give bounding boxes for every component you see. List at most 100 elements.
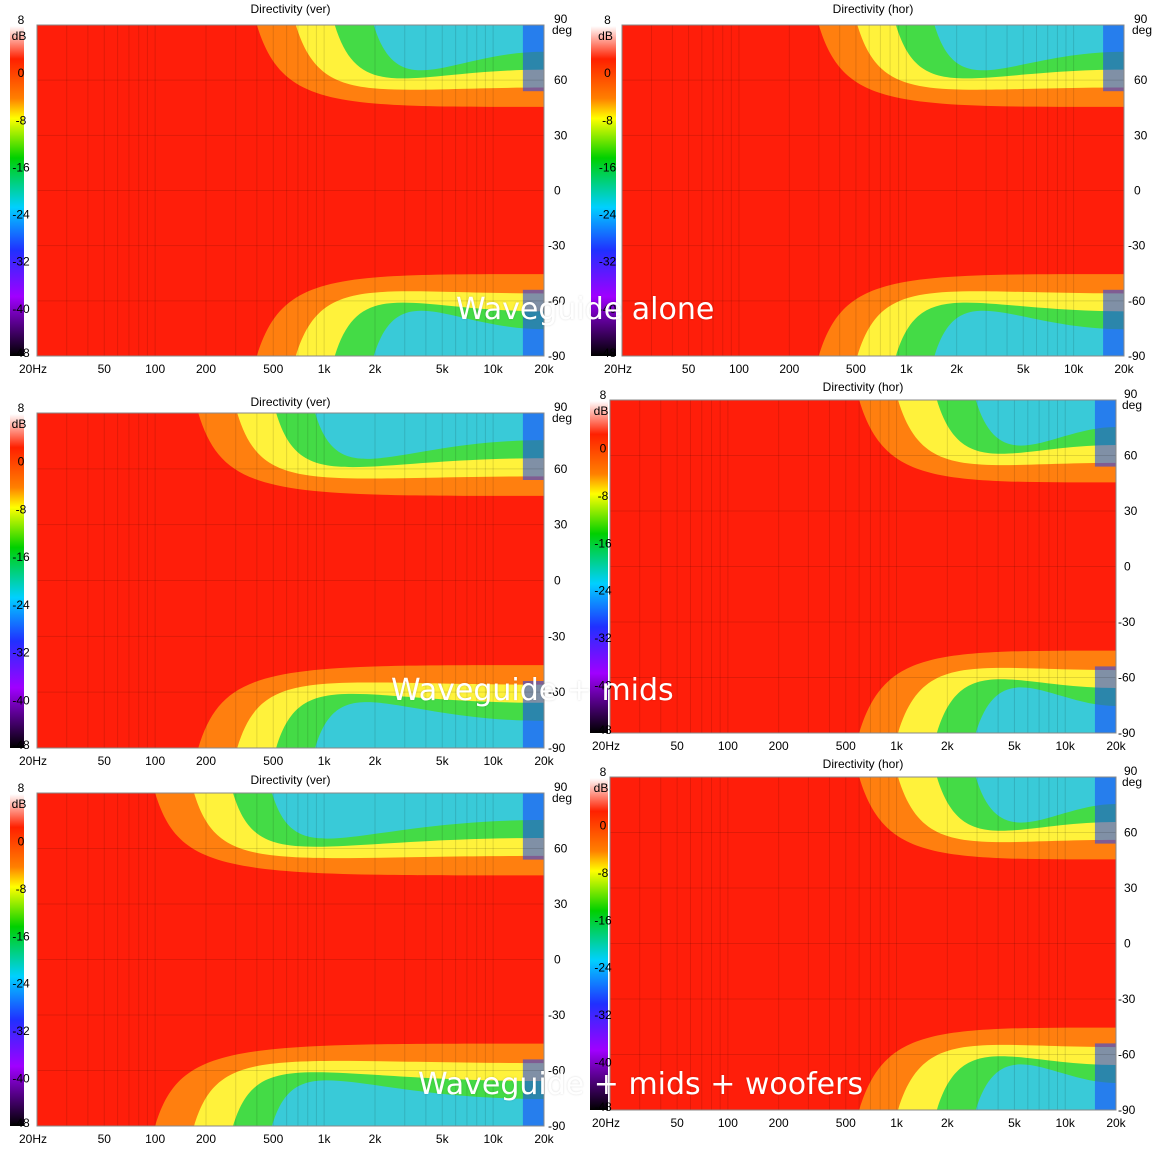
x-tick-label: 5k [1008,1116,1022,1130]
y-unit-label: deg [552,791,572,805]
y-unit-label: deg [1132,23,1152,37]
x-tick-label: 50 [98,754,112,768]
directivity-band [934,25,1124,71]
colorbar [10,414,24,748]
x-tick-label: 5k [436,1132,450,1146]
x-tick-label: 2k [941,739,955,753]
y-tick-label: -90 [548,349,566,363]
directivity-panel-3: Directivity (ver) 20Hz 50 100 200 500 1k 2k 5k 10… [10,395,572,768]
x-tick-label: 2k [941,1116,955,1130]
y-tick-label: 90 [1134,12,1148,26]
x-tick-label: 50 [670,739,684,753]
x-tick-label: 20Hz [19,754,47,768]
y-tick-label: 90 [554,400,568,414]
x-tick-label: 100 [145,362,165,376]
y-tick-label: 0 [554,953,561,967]
colorbar-tick-label: -48 [594,723,612,737]
y-tick-label: 30 [554,897,568,911]
colorbar-tick-label: -32 [12,255,30,269]
plot-frame [36,792,545,1127]
x-tick-label: 20k [1106,1116,1126,1130]
colorbar-tick-label: -16 [594,536,612,550]
x-tick-label: 200 [196,1132,216,1146]
directivity-band [975,1064,1116,1110]
y-tick-label: 60 [1124,449,1138,463]
main-lobe [956,157,1124,224]
colorbar-tick-label: -24 [12,977,30,991]
y-tick-label: -30 [1118,992,1136,1006]
y-tick-label: 90 [554,780,568,794]
x-tick-label: 100 [718,739,738,753]
main-lobe [375,547,544,614]
x-tick-label: 5k [436,362,450,376]
x-tick-label: 20Hz [604,362,632,376]
y-tick-label: 0 [554,574,561,588]
chart-title: Directivity (hor) [823,757,904,771]
y-tick-label: 60 [554,462,568,476]
chart-title: Directivity (ver) [251,395,331,409]
x-tick-label: 10k [483,362,503,376]
x-tick-label: 10k [483,754,503,768]
x-tick-label: 50 [682,362,696,376]
colorbar-tick-label: 8 [600,388,607,402]
colorbar-unit-label: dB [12,417,27,431]
y-tick-label: -90 [1118,726,1136,740]
hf-edge-bottom [522,681,544,748]
colorbar-tick-label: -32 [599,255,617,269]
y-tick-label: 30 [1124,504,1138,518]
colorbar-tick-label: -40 [594,679,612,693]
directivity-band [975,687,1116,733]
hf-edge-top [1103,25,1124,92]
y-unit-label: deg [1122,775,1142,789]
x-tick-label: 2k [369,362,383,376]
y-tick-label: 30 [554,128,568,142]
y-unit-label: deg [552,23,572,37]
x-tick-label: 200 [196,754,216,768]
y-tick-label: 60 [554,73,568,87]
colorbar-tick-label: -8 [602,113,613,127]
x-tick-label: 500 [836,739,856,753]
colorbar-tick-label: -48 [599,346,617,360]
y-tick-label: 0 [1134,184,1141,198]
x-tick-label: 500 [836,1116,856,1130]
x-tick-label: 100 [729,362,749,376]
x-tick-label: 20k [534,362,554,376]
directivity-band [315,413,544,459]
x-tick-label: 5k [436,754,450,768]
main-lobe [375,157,544,224]
directivity-band [975,400,1116,446]
x-tick-label: 100 [718,1116,738,1130]
colorbar-tick-label: 8 [604,13,611,27]
colorbar-tick-label: -24 [594,584,612,598]
x-tick-label: 50 [670,1116,684,1130]
hf-edge-top [1094,400,1116,467]
colorbar-tick-label: -48 [12,346,30,360]
directivity-band [975,777,1116,823]
y-tick-label: -60 [548,1064,566,1078]
y-tick-label: 30 [1124,881,1138,895]
hf-edge-bottom [522,1059,544,1126]
x-tick-label: 2k [369,754,383,768]
colorbar-unit-label: dB [594,781,609,795]
x-tick-label: 200 [779,362,799,376]
colorbar-tick-label: -24 [12,208,30,222]
colorbar-tick-label: -8 [16,113,27,127]
y-tick-label: -30 [1128,239,1146,253]
colorbar-tick-label: 0 [604,66,611,80]
colorbar-tick-label: -32 [12,1024,30,1038]
y-tick-label: 90 [1124,764,1138,778]
y-tick-label: -90 [1118,1103,1136,1117]
colorbar-tick-label: -8 [16,502,27,516]
plot-frame [609,776,1117,1111]
y-unit-label: deg [1122,398,1142,412]
y-tick-label: -30 [548,239,566,253]
y-tick-label: 60 [1124,826,1138,840]
hf-edge-bottom [1103,289,1124,356]
y-tick-label: 90 [1124,387,1138,401]
y-unit-label: deg [552,411,572,425]
y-tick-label: -60 [548,685,566,699]
x-tick-label: 10k [1064,362,1084,376]
colorbar-unit-label: dB [12,29,27,43]
main-lobe [375,926,544,993]
